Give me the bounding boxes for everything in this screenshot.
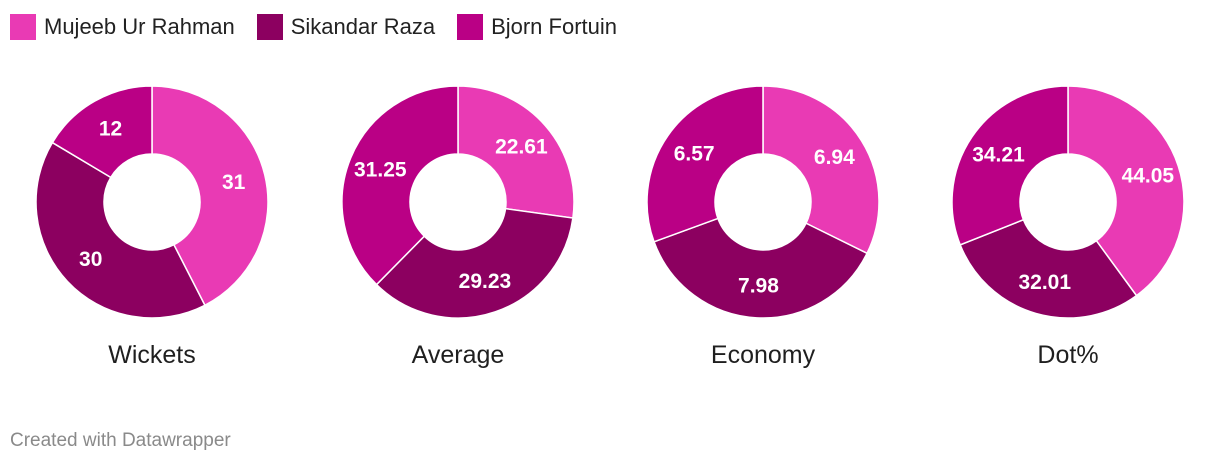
data-label-economy-bjorn-fortuin: 6.57	[674, 142, 715, 165]
data-label-average-mujeeb-ur-rahman: 22.61	[495, 135, 548, 158]
legend-item-sikandar: Sikandar Raza	[256, 14, 436, 40]
donut-charts: 31 30 12 Wickets 22.61 29.23 31.25 Average 6.94 7…	[35, 85, 1185, 369]
donut-slice-economy-mujeeb-ur-rahman	[762, 85, 880, 255]
footer-credit: Created with Datawrapper	[10, 430, 231, 451]
donut-slice-dot-mujeeb-ur-rahman	[1067, 85, 1185, 297]
donut-slice-wickets-mujeeb-ur-rahman	[151, 85, 269, 307]
chart-title-wickets: Wickets	[108, 341, 196, 369]
chart-title-average: Average	[412, 341, 505, 369]
chart-title-dot: Dot%	[1037, 341, 1098, 369]
donut-slice-economy-sikandar-raza	[653, 217, 869, 319]
data-label-wickets-mujeeb-ur-rahman: 31	[222, 171, 246, 194]
data-label-dot-mujeeb-ur-rahman: 44.05	[1122, 164, 1175, 187]
legend-swatch	[10, 14, 36, 40]
legend-item-mujeeb: Mujeeb Ur Rahman	[10, 14, 235, 40]
data-label-dot-sikandar-raza: 32.01	[1018, 271, 1071, 294]
donut-slice-dot-sikandar-raza	[959, 218, 1138, 319]
legend-label: Mujeeb Ur Rahman	[44, 14, 235, 39]
chart-title-economy: Economy	[711, 341, 816, 369]
donut-slice-average-sikandar-raza	[375, 207, 574, 319]
data-label-average-sikandar-raza: 29.23	[459, 270, 512, 293]
donut-slice-economy-bjorn-fortuin	[646, 85, 764, 243]
donut-slice-average-mujeeb-ur-rahman	[457, 85, 575, 219]
donut-slice-average-bjorn-fortuin	[341, 85, 459, 286]
legend-item-bjorn: Bjorn Fortuin	[457, 14, 617, 40]
legend-label: Bjorn Fortuin	[491, 14, 618, 39]
donut-slice-dot-bjorn-fortuin	[951, 85, 1069, 246]
data-label-wickets-sikandar-raza: 30	[79, 248, 102, 271]
data-label-dot-bjorn-fortuin: 34.21	[972, 143, 1025, 166]
data-label-wickets-bjorn-fortuin: 12	[99, 117, 122, 140]
legend-swatch	[457, 14, 484, 40]
data-label-economy-sikandar-raza: 7.98	[738, 274, 779, 297]
data-label-average-bjorn-fortuin: 31.25	[354, 159, 407, 182]
legend: Mujeeb Ur Rahman Sikandar Raza Bjorn For…	[10, 14, 617, 40]
donut-slice-wickets-bjorn-fortuin	[51, 85, 153, 179]
data-label-economy-mujeeb-ur-rahman: 6.94	[814, 146, 855, 169]
donut-slice-wickets-sikandar-raza	[35, 141, 206, 319]
legend-label: Sikandar Raza	[290, 14, 436, 39]
legend-swatch	[256, 14, 283, 40]
